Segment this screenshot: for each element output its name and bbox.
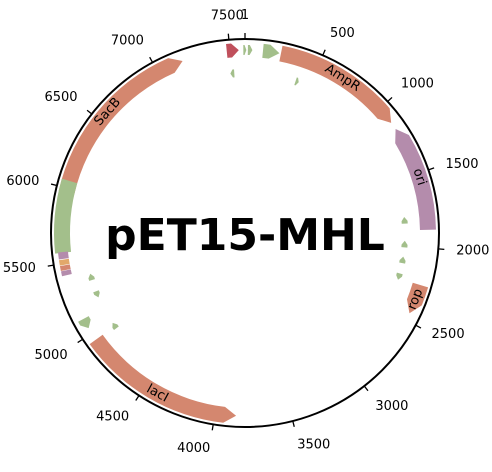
feature-laci[interactable] <box>89 334 237 423</box>
feature-segment[interactable] <box>399 256 406 264</box>
feature-segment[interactable] <box>294 77 299 86</box>
tick-label: 7500 <box>211 9 244 24</box>
feature-segment[interactable] <box>401 240 408 248</box>
feature-rop[interactable] <box>406 282 429 314</box>
feature-segment[interactable] <box>88 273 95 281</box>
features-layer <box>54 43 436 423</box>
tick-label: 5000 <box>35 348 68 363</box>
tick-label: 2500 <box>432 327 465 342</box>
feature-ampr[interactable] <box>279 45 392 123</box>
ticks-layer: 1500100015002000250030003500400045005000… <box>3 8 490 456</box>
feature-segment[interactable] <box>262 43 280 59</box>
feature-segment[interactable] <box>78 316 91 329</box>
tick-label: 3000 <box>375 399 408 414</box>
tick-label: 500 <box>330 26 355 41</box>
tick-mark <box>415 324 422 329</box>
tick-label: 5500 <box>3 261 36 276</box>
feature-segment[interactable] <box>54 178 78 254</box>
feature-segment[interactable] <box>401 217 408 224</box>
plasmid-title: pET15-MHL <box>105 210 385 261</box>
feature-segment[interactable] <box>60 269 72 277</box>
tick-label: 1000 <box>401 76 434 91</box>
tick-mark <box>363 385 369 392</box>
feature-rop-label: rop <box>405 287 427 312</box>
tick-mark <box>50 183 58 187</box>
tick-mark <box>322 49 326 56</box>
feature-segment[interactable] <box>226 43 239 58</box>
tick-mark <box>135 395 140 401</box>
tick-label: 6000 <box>6 174 39 189</box>
feature-segment[interactable] <box>58 251 69 260</box>
feature-segment[interactable] <box>58 258 70 266</box>
tick-mark <box>86 109 93 115</box>
feature-segment[interactable] <box>112 322 119 330</box>
feature-ori-label: ori <box>410 167 429 188</box>
tick-label: 2000 <box>456 243 489 258</box>
tick-mark <box>387 96 393 102</box>
tick-mark <box>47 264 54 267</box>
feature-ori[interactable] <box>395 129 436 230</box>
tick-mark <box>227 33 230 40</box>
feature-segment[interactable] <box>243 45 247 56</box>
feature-segment[interactable] <box>59 264 71 271</box>
tick-mark <box>211 424 214 431</box>
feature-segment[interactable] <box>230 69 235 78</box>
feature-segment[interactable] <box>396 272 403 280</box>
tick-mark <box>292 420 295 428</box>
feature-segment[interactable] <box>93 290 100 298</box>
tick-mark <box>149 56 154 63</box>
tick-label: 6500 <box>44 90 77 105</box>
tick-label: 1500 <box>445 157 478 172</box>
tick-mark <box>77 338 84 344</box>
tick-label: 4500 <box>96 410 129 425</box>
tick-label: 4000 <box>177 441 210 456</box>
tick-label: 1 <box>241 8 249 23</box>
tick-mark <box>428 167 435 171</box>
feature-sacb[interactable] <box>58 58 183 195</box>
tick-label: 7000 <box>111 34 144 49</box>
feature-segment[interactable] <box>247 45 253 56</box>
tick-label: 3500 <box>297 437 330 452</box>
